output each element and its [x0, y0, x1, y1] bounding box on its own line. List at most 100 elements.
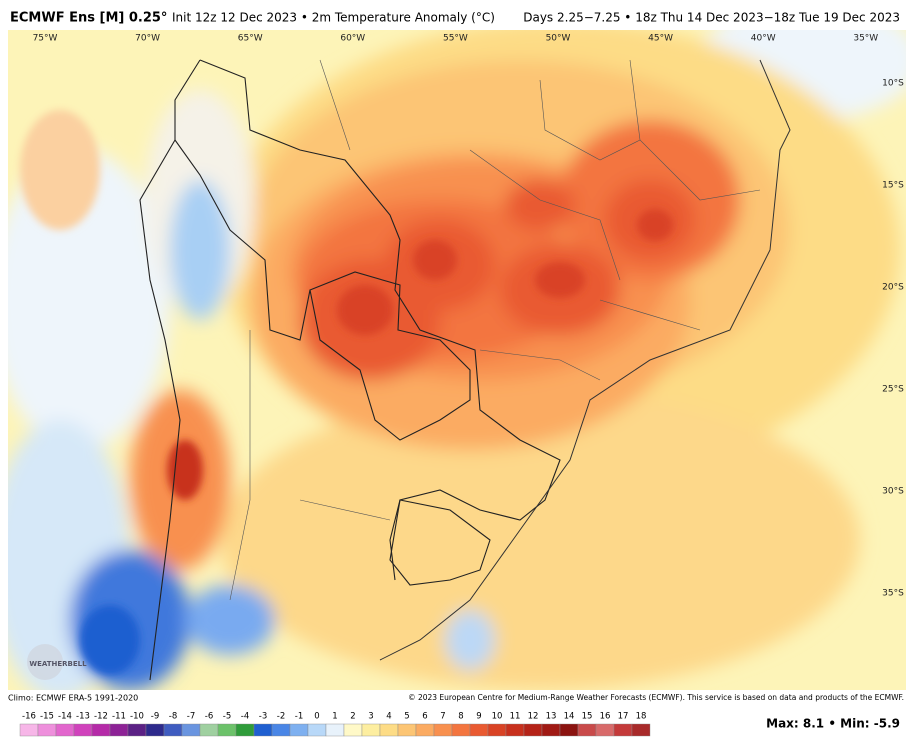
- anomaly-detail: [20, 110, 673, 675]
- coastline: [379, 59, 791, 661]
- colorbar-cell: [487, 723, 507, 737]
- colorbar-cell: [163, 723, 183, 737]
- latitude-labels: 10°S 15°S 20°S 25°S 30°S 35°S: [882, 79, 904, 599]
- colorbar-cell: [127, 723, 147, 737]
- colorbar-cell: [361, 723, 381, 737]
- colorbar-label: 3: [368, 712, 373, 722]
- colorbar-cell: [595, 723, 615, 737]
- colorbar-label: -8: [169, 712, 177, 722]
- colorbar-label: 5: [404, 712, 409, 722]
- longitude-label: 55°W: [443, 34, 468, 44]
- colorbar-cell: [541, 723, 561, 737]
- colorbar-label: 1: [332, 712, 337, 722]
- colorbar-label: 7: [440, 712, 445, 722]
- colorbar-label: 2: [350, 712, 355, 722]
- longitude-label: 75°W: [33, 34, 58, 44]
- colorbar-label: 11: [510, 712, 521, 722]
- colorbar-cell: [91, 723, 111, 737]
- watermark: WEATHERBELL: [27, 644, 87, 680]
- colorbar-cell: [451, 723, 471, 737]
- climo-note: Climo: ECMWF ERA-5 1991-2020: [8, 694, 138, 703]
- map: WEATHERBELL 75°W 70°W 65°W 60°W 55°W 50°W 45°W…: [8, 30, 906, 690]
- colorbar-label: -2: [277, 712, 285, 722]
- longitude-label: 45°W: [648, 34, 673, 44]
- colorbar-cell: [415, 723, 435, 737]
- colorbar-cell: [55, 723, 75, 737]
- watermark-text: WEATHERBELL: [29, 660, 87, 668]
- colorbar: -16 -15 -14 -13 -12 -11 -10 -9 -8 -7 -6 -5 -4 -3 -2 -1 0…: [19, 712, 651, 737]
- longitude-label: 40°W: [751, 34, 776, 44]
- colorbar-label: -14: [58, 712, 72, 722]
- colorbar-label: 17: [618, 712, 629, 722]
- longitude-label: 50°W: [546, 34, 571, 44]
- colorbar-label: 18: [636, 712, 647, 722]
- longitude-label: 70°W: [135, 34, 160, 44]
- colorbar-cell: [19, 723, 39, 737]
- colorbar-cell: [199, 723, 219, 737]
- colorbar-label: 16: [600, 712, 611, 722]
- colorbar-cell: [145, 723, 165, 737]
- borders: [139, 59, 561, 681]
- colorbar-label: -9: [151, 712, 159, 722]
- colorbar-cell: [397, 723, 417, 737]
- colorbar-label: 14: [564, 712, 575, 722]
- colorbar-label: 12: [528, 712, 539, 722]
- colorbar-label: -11: [112, 712, 126, 722]
- colorbar-label: -1: [295, 712, 303, 722]
- colorbar-label: -5: [223, 712, 231, 722]
- colorbar-label: -10: [130, 712, 144, 722]
- colorbar-cell: [613, 723, 633, 737]
- colorbar-cell: [217, 723, 237, 737]
- colorbar-cell: [379, 723, 399, 737]
- state-borders: [229, 59, 761, 601]
- colorbar-cell: [109, 723, 129, 737]
- colorbar-label: -15: [40, 712, 54, 722]
- colorbar-cell: [325, 723, 345, 737]
- colorbar-cell: [73, 723, 93, 737]
- valid-title: Days 2.25−7.25 • 18z Thu 14 Dec 2023−18z…: [523, 11, 900, 25]
- longitude-labels: 75°W 70°W 65°W 60°W 55°W 50°W 45°W 40°W 35°W: [33, 34, 879, 44]
- colorbar-cell: [505, 723, 525, 737]
- colorbar-label: 15: [582, 712, 593, 722]
- colorbar-label: 4: [386, 712, 391, 722]
- colorbar-label: -6: [205, 712, 213, 722]
- colorbar-cell: [523, 723, 543, 737]
- latitude-label: 10°S: [882, 79, 904, 89]
- colorbar-label: -13: [76, 712, 90, 722]
- latitude-label: 25°S: [882, 385, 904, 395]
- colorbar-label: -3: [259, 712, 267, 722]
- longitude-label: 35°W: [853, 34, 878, 44]
- colorbar-cell: [307, 723, 327, 737]
- longitude-label: 65°W: [238, 34, 263, 44]
- colorbar-cell: [577, 723, 597, 737]
- colorbar-label: -7: [187, 712, 195, 722]
- colorbar-cell: [253, 723, 273, 737]
- model-title: ECMWF Ens [M] 0.25°: [10, 11, 167, 26]
- colorbar-label: 6: [422, 712, 427, 722]
- colorbar-cell: [37, 723, 57, 737]
- colorbar-label: 8: [458, 712, 463, 722]
- colorbar-cell: [181, 723, 201, 737]
- colorbar-label: -12: [94, 712, 108, 722]
- colorbar-cell: [469, 723, 489, 737]
- longitude-label: 60°W: [340, 34, 365, 44]
- colorbar-cell: [235, 723, 255, 737]
- latitude-label: 15°S: [882, 181, 904, 191]
- colorbar-label: 13: [546, 712, 557, 722]
- colorbar-cell: [271, 723, 291, 737]
- colorbar-label: -16: [22, 712, 36, 722]
- colorbar-label: 9: [476, 712, 481, 722]
- colorbar-cell: [289, 723, 309, 737]
- init-title: Init 12z 12 Dec 2023 • 2m Temperature An…: [172, 11, 495, 25]
- colorbar-cell: [631, 723, 651, 737]
- latitude-label: 30°S: [882, 487, 904, 497]
- colorbar-label: -4: [241, 712, 249, 722]
- colorbar-label: 0: [314, 712, 319, 722]
- latitude-label: 35°S: [882, 589, 904, 599]
- colorbar-cell: [559, 723, 579, 737]
- latitude-label: 20°S: [882, 283, 904, 293]
- copyright-note: © 2023 European Centre for Medium-Range …: [408, 693, 904, 702]
- colorbar-cell: [343, 723, 363, 737]
